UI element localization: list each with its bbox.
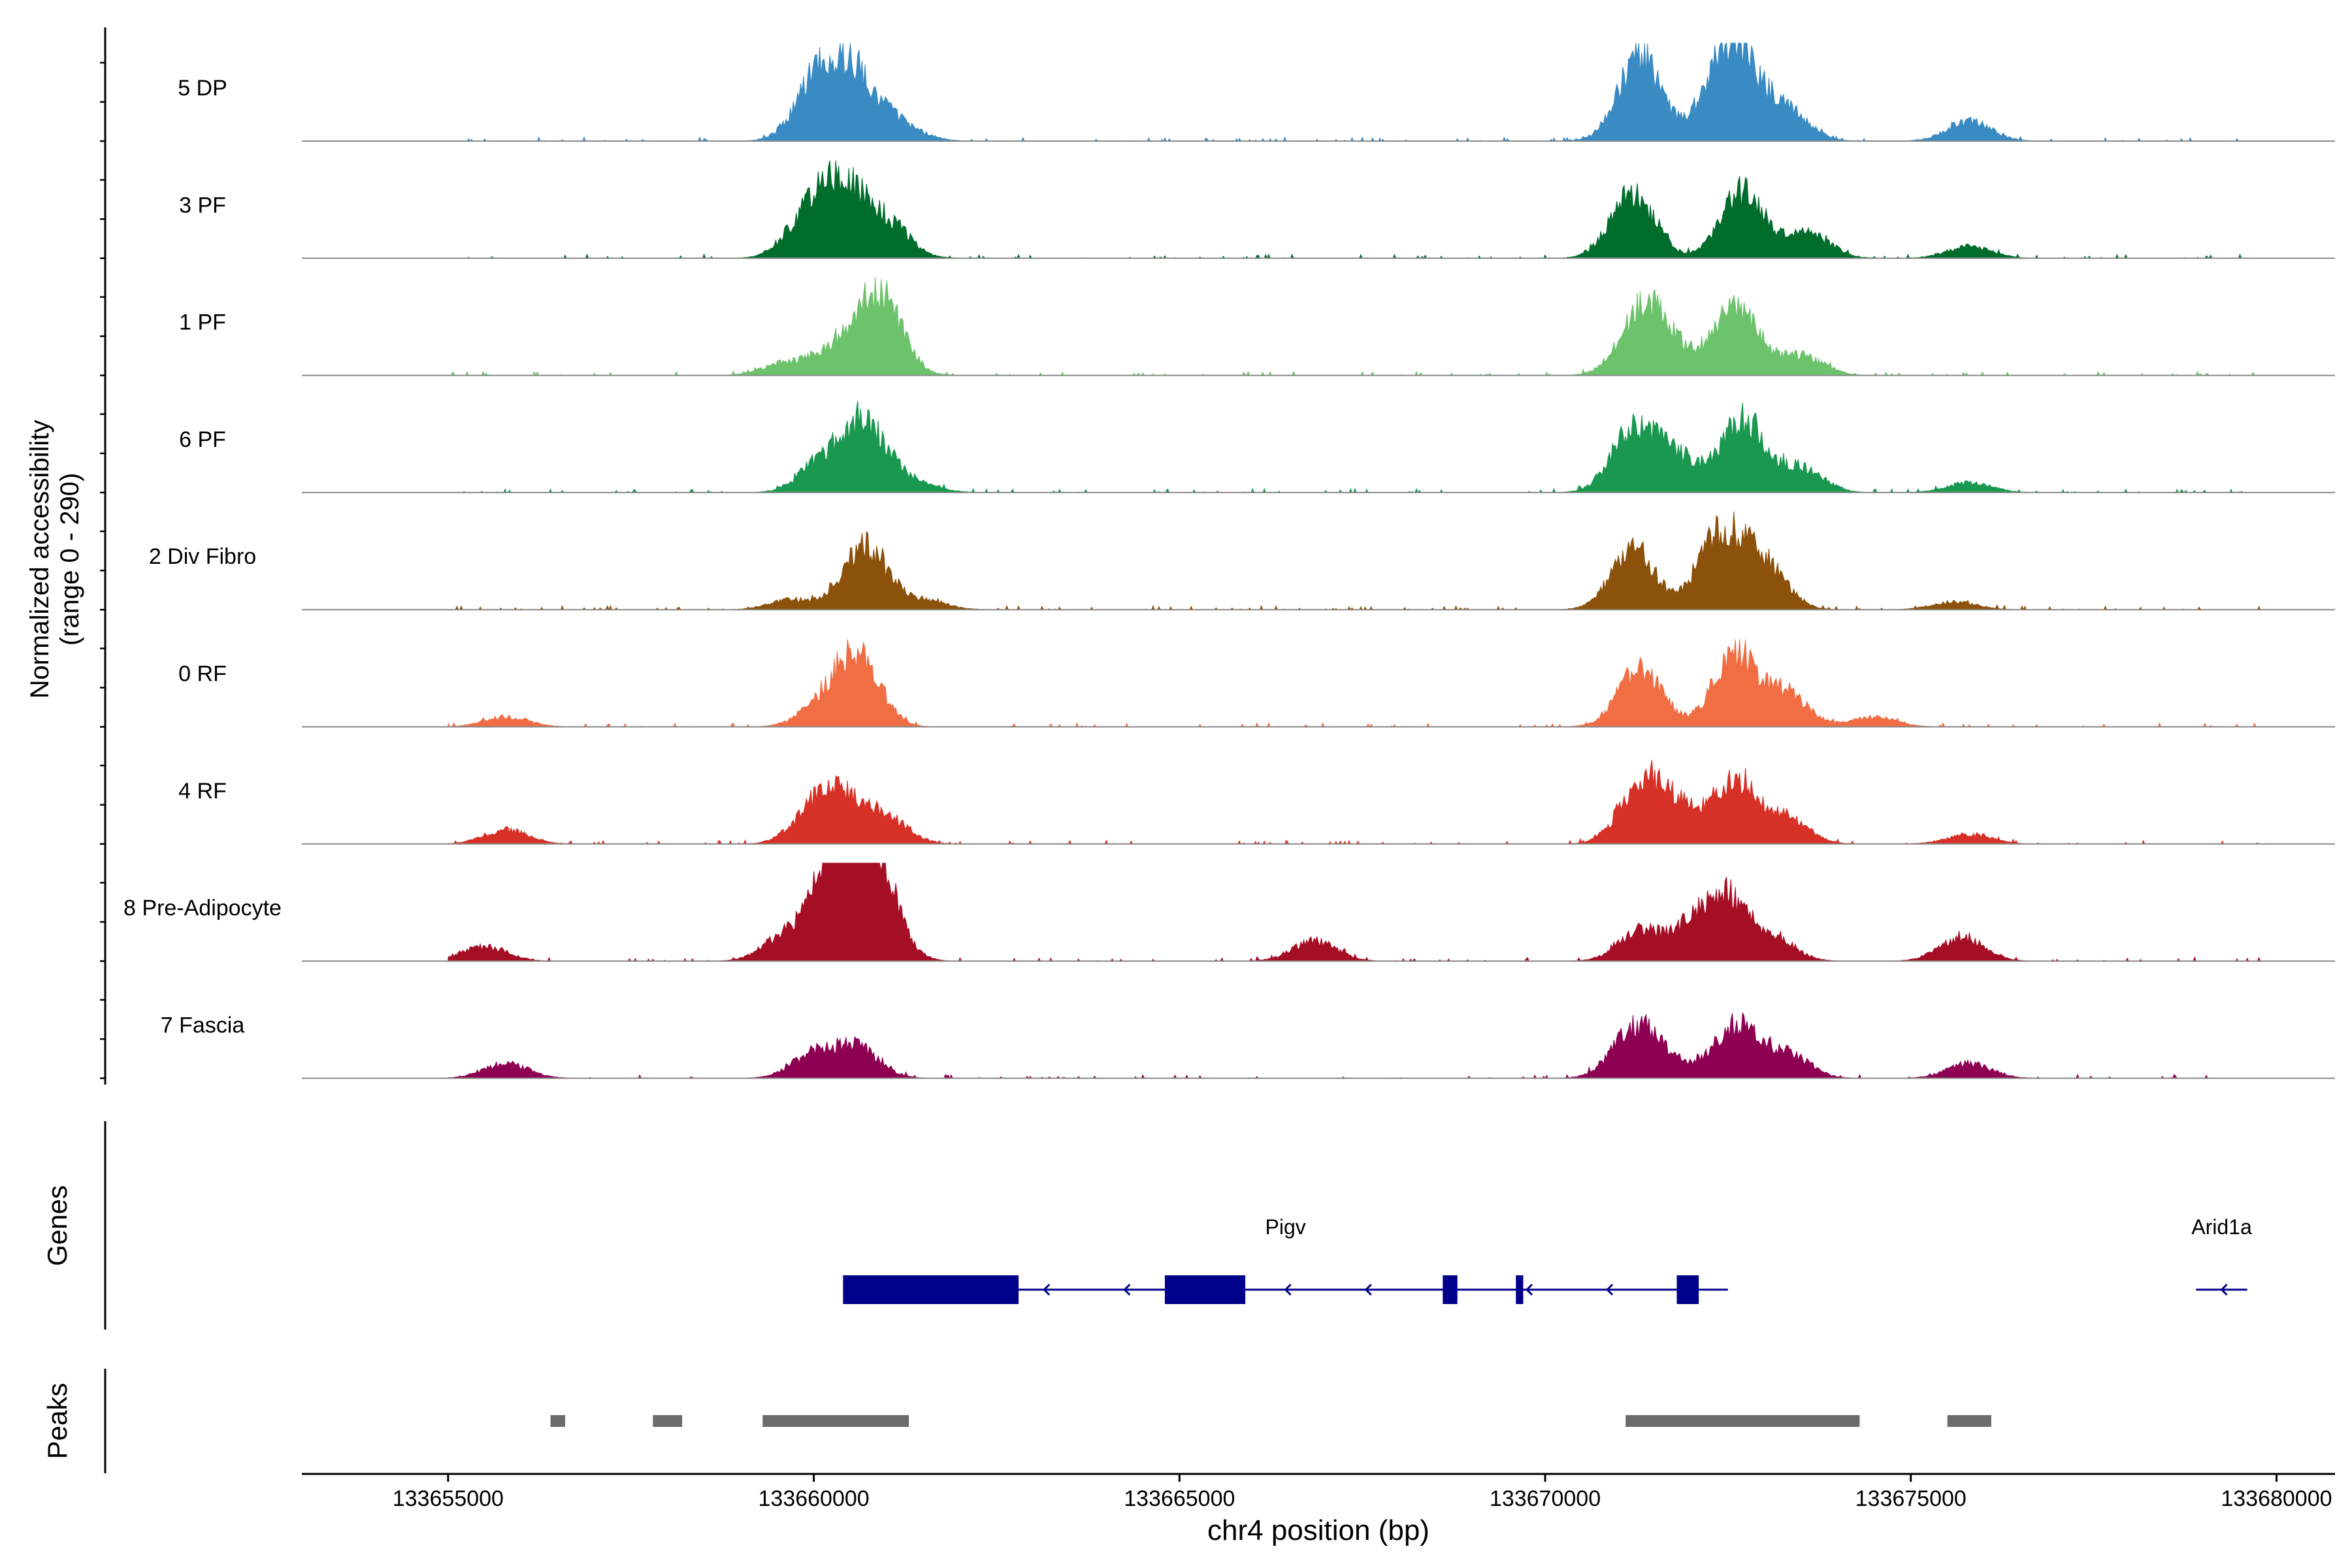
strand-arrow: [1043, 1283, 1051, 1296]
x-axis-ticks: 133655000 133660000 133665000 133670000 1336…: [393, 1474, 2332, 1511]
track-label: 7 Fascia: [161, 1013, 245, 1037]
track-label: 2 Div Fibro: [149, 544, 256, 569]
x-axis-title: chr4 position (bp): [1207, 1514, 1429, 1546]
track-label: 4 RF: [178, 779, 227, 804]
peak-region: [1947, 1415, 1991, 1427]
y-axis-title-line2: (range 0 - 290): [56, 473, 84, 646]
coverage-area: [448, 862, 2262, 962]
strand-arrow: [1364, 1283, 1372, 1296]
gene-exon: [843, 1275, 1019, 1304]
x-tick-label: 133655000: [393, 1486, 504, 1511]
strand-arrow: [1606, 1283, 1614, 1296]
peak-region: [1625, 1415, 1860, 1427]
y-axis-ticks: [100, 61, 105, 1079]
gene-exon: [1164, 1275, 1246, 1304]
coverage-tracks: 5 DP 3 PF 1 PF 6 PF 2 Div Fibro 0 RF 4 RF 8 Pre…: [123, 42, 2335, 1079]
peak-region: [653, 1415, 683, 1427]
gene-annotations: Pigv Arid1a: [843, 1215, 2252, 1304]
gene-exon: [1676, 1275, 1699, 1304]
genes-panel-label: Genes: [42, 1185, 73, 1266]
coverage-track: 6 PF: [179, 400, 2335, 494]
peak-region: [762, 1415, 909, 1427]
x-tick-label: 133660000: [759, 1486, 870, 1511]
coverage-track: 4 RF: [178, 759, 2335, 845]
x-tick-label: 133670000: [1490, 1486, 1601, 1511]
peak-region: [550, 1415, 565, 1427]
strand-arrow: [1123, 1283, 1131, 1296]
coverage-track: 2 Div Fibro: [149, 512, 2335, 611]
gene: Arid1a: [2191, 1215, 2252, 1296]
strand-arrow: [2220, 1283, 2228, 1296]
peaks-panel-label: Peaks: [42, 1383, 73, 1460]
track-label: 3 PF: [179, 193, 226, 218]
track-label: 1 PF: [179, 310, 226, 335]
track-label: 0 RF: [178, 662, 227, 687]
gene-exon: [1443, 1275, 1458, 1304]
coverage-track: 1 PF: [179, 277, 2335, 376]
gene: Pigv: [843, 1215, 1728, 1304]
peak-regions: [550, 1415, 1991, 1427]
coverage-track: 7 Fascia: [161, 1012, 2335, 1079]
x-tick-label: 133675000: [1855, 1486, 1967, 1511]
gene-label: Arid1a: [2191, 1215, 2252, 1239]
coverage-track: 3 PF: [179, 160, 2335, 259]
x-tick-label: 133665000: [1124, 1486, 1235, 1511]
coverage-track: 5 DP: [178, 42, 2335, 142]
coverage-track: 0 RF: [178, 639, 2335, 728]
x-tick-label: 133680000: [2221, 1486, 2332, 1511]
coverage-track: 8 Pre-Adipocyte: [123, 862, 2335, 962]
coverage-y-axis: [100, 27, 106, 1085]
y-axis-title-line1: Normalized accessibility: [25, 420, 54, 699]
strand-arrow: [1525, 1283, 1533, 1296]
track-label: 6 PF: [179, 427, 226, 452]
track-label: 5 DP: [178, 76, 227, 101]
strand-arrow: [1284, 1283, 1292, 1296]
gene-exon: [1516, 1275, 1524, 1304]
gene-label: Pigv: [1266, 1215, 1306, 1239]
track-label: 8 Pre-Adipocyte: [123, 896, 282, 921]
